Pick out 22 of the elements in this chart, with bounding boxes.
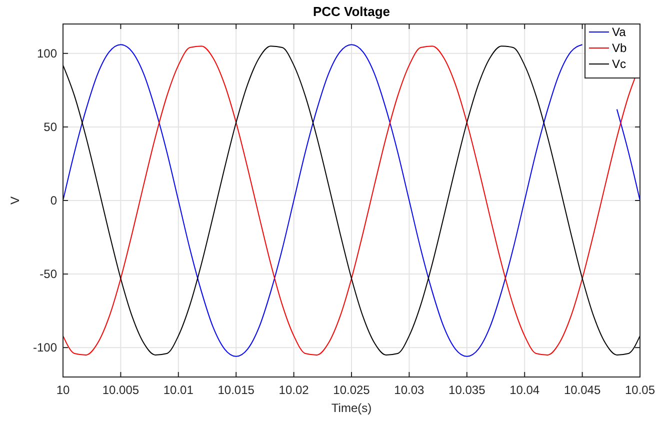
y-tick-label: -100 [32, 340, 58, 355]
x-tick-label: 10.015 [218, 383, 255, 397]
legend-label: Vc [612, 57, 626, 71]
x-tick-label: 10.05 [624, 383, 656, 397]
x-tick-label: 10 [56, 383, 70, 397]
y-axis-title: V [8, 196, 22, 205]
x-tick-label: 10.03 [394, 383, 425, 397]
chart-title: PCC Voltage [312, 4, 390, 19]
x-tick-label: 10.01 [163, 383, 194, 397]
x-axis-title: Time(s) [331, 401, 372, 415]
legend-label: Va [612, 25, 626, 39]
x-tick-label: 10.04 [510, 383, 540, 397]
y-tick-label: -50 [40, 267, 58, 282]
x-tick-label: 10.005 [102, 383, 140, 397]
x-tick-label: 10.02 [278, 383, 310, 397]
y-tick-label: 0 [50, 194, 58, 208]
x-tick-label: 10.035 [448, 383, 486, 397]
x-tick-label: 10.045 [564, 383, 601, 397]
x-tick-label: 10.025 [333, 383, 370, 397]
y-tick-label: 50 [44, 120, 58, 134]
y-tick-label: 100 [36, 46, 58, 60]
legend-label: Vb [612, 41, 628, 55]
